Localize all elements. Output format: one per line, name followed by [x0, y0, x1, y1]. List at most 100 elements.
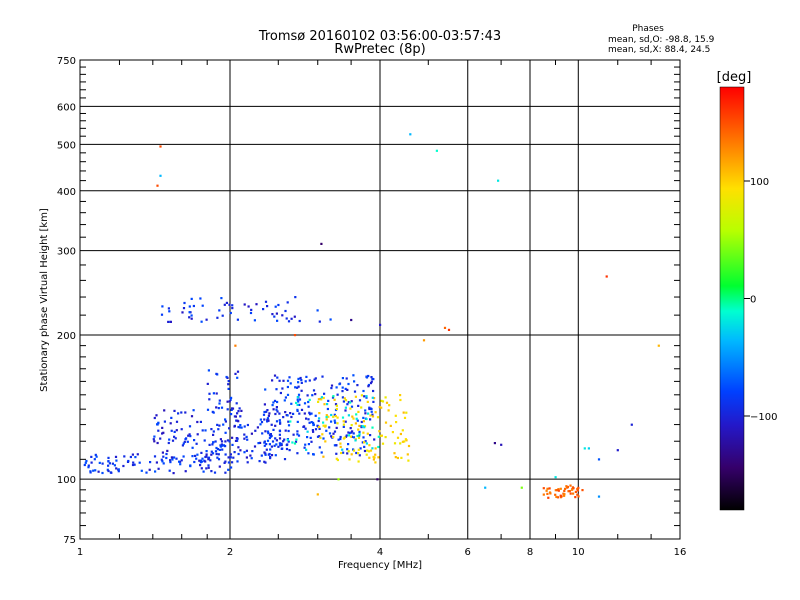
echo-point	[273, 374, 277, 377]
echo-point	[173, 430, 176, 433]
echo-point	[216, 448, 219, 451]
echo-point	[269, 457, 272, 460]
echo-point	[333, 444, 336, 447]
echo-point	[358, 434, 361, 437]
echo-point	[107, 456, 110, 459]
echo-point	[371, 413, 374, 416]
echo-point	[193, 439, 196, 442]
echo-point	[289, 412, 292, 415]
echo-point	[342, 451, 345, 454]
echo-point	[312, 423, 315, 427]
echo-point	[373, 438, 376, 441]
echo-point	[322, 455, 325, 458]
echo-point	[268, 436, 271, 440]
echo-point	[227, 387, 230, 390]
echo-point	[403, 416, 407, 419]
echo-point	[327, 399, 330, 402]
echo-point	[368, 444, 371, 447]
echo-point	[224, 471, 227, 474]
echo-point	[305, 375, 308, 378]
echo-point	[97, 470, 100, 473]
echo-point	[497, 179, 500, 182]
echo-point	[217, 453, 220, 456]
echo-point	[274, 305, 277, 308]
echo-point	[257, 442, 260, 445]
echo-point	[320, 242, 323, 245]
echo-point	[278, 437, 282, 440]
echo-point	[308, 413, 312, 416]
echo-point	[571, 486, 574, 489]
echo-point	[175, 420, 179, 423]
echo-point	[171, 458, 174, 461]
echo-point	[234, 415, 237, 418]
echo-point	[169, 422, 172, 425]
echo-point	[219, 438, 222, 441]
echo-point	[353, 380, 356, 383]
echo-point	[225, 301, 228, 304]
echo-point	[181, 444, 184, 447]
echo-point	[384, 421, 388, 424]
echo-point	[352, 436, 356, 439]
y-tick-label: 200	[57, 331, 76, 342]
echo-point	[167, 307, 170, 310]
echo-point	[317, 398, 320, 401]
echo-point	[214, 440, 217, 443]
echo-point	[173, 435, 176, 438]
echo-point	[342, 420, 345, 423]
echo-point	[548, 487, 551, 490]
echo-point	[263, 444, 266, 447]
echo-point	[349, 407, 352, 410]
echo-point	[318, 320, 321, 323]
echo-point	[122, 464, 125, 468]
echo-point	[192, 409, 195, 412]
echo-point	[287, 429, 290, 433]
echo-point	[94, 469, 97, 472]
echo-point	[259, 441, 262, 444]
x-tick-label: 2	[227, 547, 233, 558]
echo-point	[136, 453, 139, 456]
echo-point	[572, 492, 575, 495]
echo-point	[346, 448, 349, 451]
echo-point	[554, 493, 557, 496]
echo-point	[368, 407, 371, 411]
echo-point	[335, 386, 338, 389]
echo-point	[206, 382, 209, 385]
echo-point	[293, 315, 296, 318]
echo-point	[92, 469, 95, 472]
echo-point	[101, 462, 104, 465]
phase-stats-x: mean, sd,X: 88.4, 24.5	[608, 45, 710, 55]
echo-point	[295, 438, 298, 441]
echo-point	[403, 440, 406, 443]
echo-point	[145, 471, 148, 474]
echo-point	[212, 392, 215, 395]
echo-point	[372, 389, 375, 393]
echo-point	[367, 412, 370, 415]
echo-point	[349, 427, 352, 430]
echo-point	[188, 433, 191, 436]
echo-point	[195, 442, 198, 445]
echo-point	[166, 449, 169, 452]
echo-point	[178, 460, 181, 463]
echo-point	[168, 469, 171, 472]
echo-point	[354, 439, 357, 442]
echo-point	[339, 442, 342, 445]
echo-point	[228, 400, 231, 403]
echo-point	[201, 429, 204, 432]
echo-point	[350, 453, 353, 456]
echo-point	[214, 450, 218, 453]
echo-point	[273, 315, 276, 318]
echo-point	[358, 424, 361, 427]
echo-point	[156, 184, 159, 187]
axis-ticks: 1 2 4 6 8 10 16 75 100 200 300 400 500 600 750	[57, 56, 686, 558]
echo-point	[153, 416, 156, 420]
echo-point	[277, 445, 280, 448]
echo-point	[294, 296, 297, 299]
echo-point	[285, 317, 288, 320]
echo-point	[226, 439, 230, 442]
echo-point	[310, 421, 313, 424]
echo-point	[312, 389, 316, 392]
echo-point	[179, 463, 182, 466]
echo-point	[169, 320, 172, 323]
echo-point	[409, 133, 412, 136]
echo-point	[236, 437, 239, 440]
